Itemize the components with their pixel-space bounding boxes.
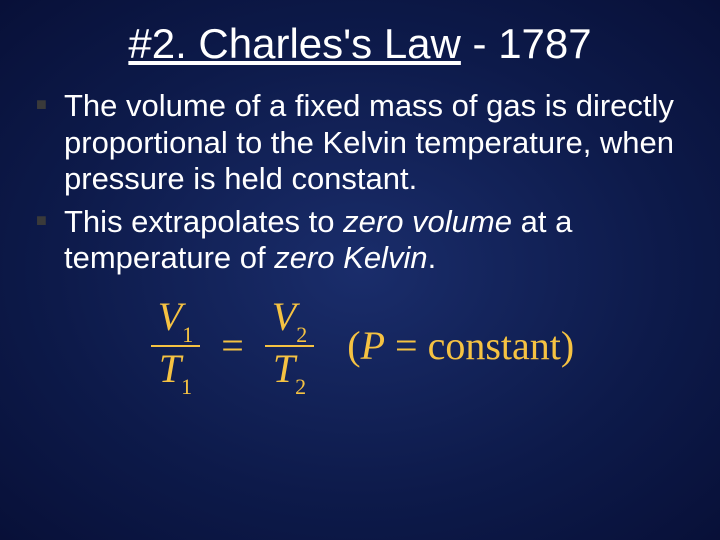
paren-open: ( xyxy=(347,323,360,368)
slide: #2. Charles's Law - 1787 The volume of a… xyxy=(0,0,720,540)
var: P xyxy=(361,323,385,368)
title-underlined: #2. Charles's Law xyxy=(128,20,461,67)
bullet-italic: zero volume xyxy=(343,204,512,239)
var: V xyxy=(158,294,182,339)
bullet-text: The volume of a fixed mass of gas is dir… xyxy=(64,88,674,196)
bullet-item-1: The volume of a fixed mass of gas is dir… xyxy=(30,88,690,198)
denominator: T2 xyxy=(265,345,314,395)
equation-annotation: (P = constant) xyxy=(347,322,574,369)
numerator: V1 xyxy=(150,297,201,345)
bullet-text-part: This extrapolates to xyxy=(64,204,343,239)
subscript: 2 xyxy=(295,374,306,399)
subscript: 1 xyxy=(182,322,193,347)
var: V xyxy=(272,294,296,339)
paren-close: ) xyxy=(561,323,574,368)
denominator: T1 xyxy=(151,345,200,395)
var: T xyxy=(273,346,295,391)
title-rest: - 1787 xyxy=(461,20,592,67)
constant-word: constant xyxy=(428,323,561,368)
subscript: 1 xyxy=(181,374,192,399)
var: T xyxy=(159,346,181,391)
charles-law-equation: V1 T1 = V2 T2 (P = constant) xyxy=(146,297,574,395)
equals-sign: = xyxy=(385,323,428,368)
bullet-text-part: . xyxy=(428,240,437,275)
slide-title: #2. Charles's Law - 1787 xyxy=(30,20,690,68)
numerator: V2 xyxy=(264,297,315,345)
fraction-lhs: V1 T1 xyxy=(150,297,201,395)
equation-area: V1 T1 = V2 T2 (P = constant) xyxy=(30,297,690,395)
fraction-rhs: V2 T2 xyxy=(264,297,315,395)
subscript: 2 xyxy=(296,322,307,347)
bullet-item-2: This extrapolates to zero volume at a te… xyxy=(30,204,690,277)
equals-sign: = xyxy=(221,322,244,369)
bullet-list: The volume of a fixed mass of gas is dir… xyxy=(30,88,690,277)
bullet-italic: zero Kelvin xyxy=(274,240,427,275)
